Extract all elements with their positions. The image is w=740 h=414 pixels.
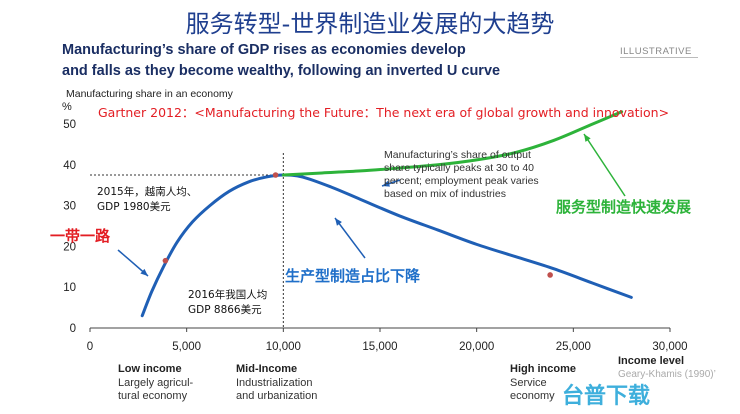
- peak-note-line1: Manufacturing’s share of output: [384, 149, 531, 161]
- vietnam-note-line2: GDP 1980美元: [97, 200, 171, 213]
- series-line-1: [281, 110, 624, 177]
- x-tick-label: 5,000: [172, 341, 201, 353]
- axes: 0 5,000 10,000 15,000 20,000 25,000 30,000 0 10 2…: [63, 119, 687, 353]
- y-tick-label: 0: [70, 323, 76, 335]
- production-manufacturing-label: 生产型制造占比下降: [285, 267, 421, 285]
- y-tick-label: 20: [63, 241, 76, 253]
- watermark-logo: 台普下载: [562, 384, 651, 409]
- band-high-sub1: Service: [510, 377, 547, 389]
- peak-note-line3: percent; employment peak varies: [384, 175, 539, 187]
- x-axis-unit-sub: Geary-Khamis (1990)’: [618, 369, 716, 380]
- band-high-sub2: economy: [510, 390, 555, 402]
- production-arrow-head: [335, 218, 342, 226]
- peak-note-arrow-head: [382, 180, 390, 187]
- band-mid-title: Mid-Income: [236, 363, 298, 375]
- y-tick-label: 10: [63, 282, 76, 294]
- band-high-title: High income: [510, 363, 577, 375]
- band-low-sub2: tural economy: [118, 390, 188, 402]
- reference-guides: [90, 153, 284, 328]
- y-axis-label: Manufacturing share in an economy: [66, 88, 233, 100]
- peak-note-line4: based on mix of industries: [384, 188, 506, 200]
- band-low-sub1: Largely agricul-: [118, 377, 194, 389]
- chart-title-line2: and falls as they become wealthy, follow…: [62, 63, 501, 79]
- y-axis-unit: %: [62, 101, 72, 113]
- illustrative-badge: ILLUSTRATIVE: [620, 46, 698, 58]
- data-marker: [162, 257, 169, 264]
- chart-title-line1: Manufacturing’s share of GDP rises as ec…: [62, 42, 466, 58]
- band-mid-sub1: Industrialization: [236, 377, 313, 389]
- service-arrow: [583, 133, 626, 197]
- belt-road-label: 一带一路: [50, 227, 111, 245]
- x-tick-label: 10,000: [266, 341, 301, 353]
- china-note-line2: GDP 8866美元: [188, 303, 262, 316]
- x-tick-label: 30,000: [652, 341, 687, 353]
- data-markers: [162, 172, 553, 278]
- x-tick-label: 0: [87, 341, 93, 353]
- peak-note-line2: share typically peaks at 30 to 40: [384, 162, 534, 174]
- y-tick-label: 50: [63, 119, 76, 131]
- slide-title: 服务转型-世界制造业发展的大趋势: [185, 10, 555, 38]
- production-arrow: [334, 217, 366, 259]
- china-note-line1: 2016年我国人均: [188, 288, 267, 301]
- x-axis-unit: Income level: [618, 355, 685, 367]
- band-low-title: Low income: [118, 363, 182, 375]
- x-tick-label: 25,000: [556, 341, 591, 353]
- service-manufacturing-label: 服务型制造快速发展: [556, 198, 691, 216]
- belt-road-arrow-head: [140, 268, 148, 276]
- data-marker: [272, 172, 279, 178]
- x-tick-label: 20,000: [459, 341, 494, 353]
- band-mid-sub2: and urbanization: [236, 390, 318, 402]
- gartner-annotation: Gartner 2012：<Manufacturing the Future：T…: [98, 105, 669, 120]
- y-tick-label: 40: [63, 160, 76, 172]
- vietnam-note-line1: 2015年，越南人均、: [97, 185, 197, 198]
- chart-title: Manufacturing’s share of GDP rises as ec…: [62, 40, 622, 82]
- y-tick-label: 30: [63, 201, 76, 213]
- annotation-arrows: [117, 133, 626, 277]
- x-tick-label: 15,000: [362, 341, 397, 353]
- series-lines: [140, 110, 633, 318]
- data-marker: [547, 272, 553, 278]
- service-arrow-head: [584, 134, 591, 142]
